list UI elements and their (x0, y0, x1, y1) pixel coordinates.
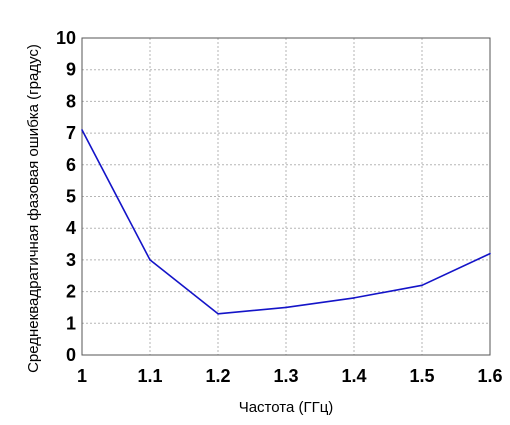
data-point (489, 252, 491, 255)
x-tick-label: 1.4 (341, 366, 366, 386)
x-tick-label: 1.6 (477, 366, 502, 386)
data-point (353, 297, 355, 299)
y-tick-label: 4 (66, 218, 76, 238)
x-tick-label: 1 (77, 366, 87, 386)
data-point (285, 306, 287, 309)
data-point (217, 312, 219, 315)
data-point (421, 284, 423, 287)
data-point (149, 259, 151, 261)
y-tick-label: 3 (66, 250, 76, 270)
y-axis-label: Среднеквадратичная фазовая ошибка (граду… (25, 44, 42, 373)
x-tick-label: 1.3 (273, 366, 298, 386)
x-tick-label: 1.1 (137, 366, 162, 386)
data-point (81, 129, 83, 131)
y-tick-label: 8 (66, 91, 76, 111)
y-tick-label: 2 (66, 282, 76, 302)
x-axis-label: Частота (ГГц) (239, 399, 334, 416)
y-tick-label: 7 (66, 123, 76, 143)
y-tick-label: 5 (66, 187, 76, 207)
y-tick-label: 1 (66, 313, 76, 333)
x-tick-labels: 1 1.1 1.2 1.3 1.4 1.5 1.6 (77, 366, 503, 386)
y-tick-label: 10 (56, 28, 76, 48)
y-tick-label: 6 (66, 155, 76, 175)
series-group (81, 129, 491, 315)
y-tick-labels: 0 1 2 3 4 5 6 7 8 9 10 (56, 28, 76, 365)
y-tick-label: 9 (66, 60, 76, 80)
x-tick-label: 1.5 (409, 366, 434, 386)
x-tick-label: 1.2 (205, 366, 230, 386)
plot-frame (81, 37, 491, 356)
y-tick-label: 0 (66, 345, 76, 365)
